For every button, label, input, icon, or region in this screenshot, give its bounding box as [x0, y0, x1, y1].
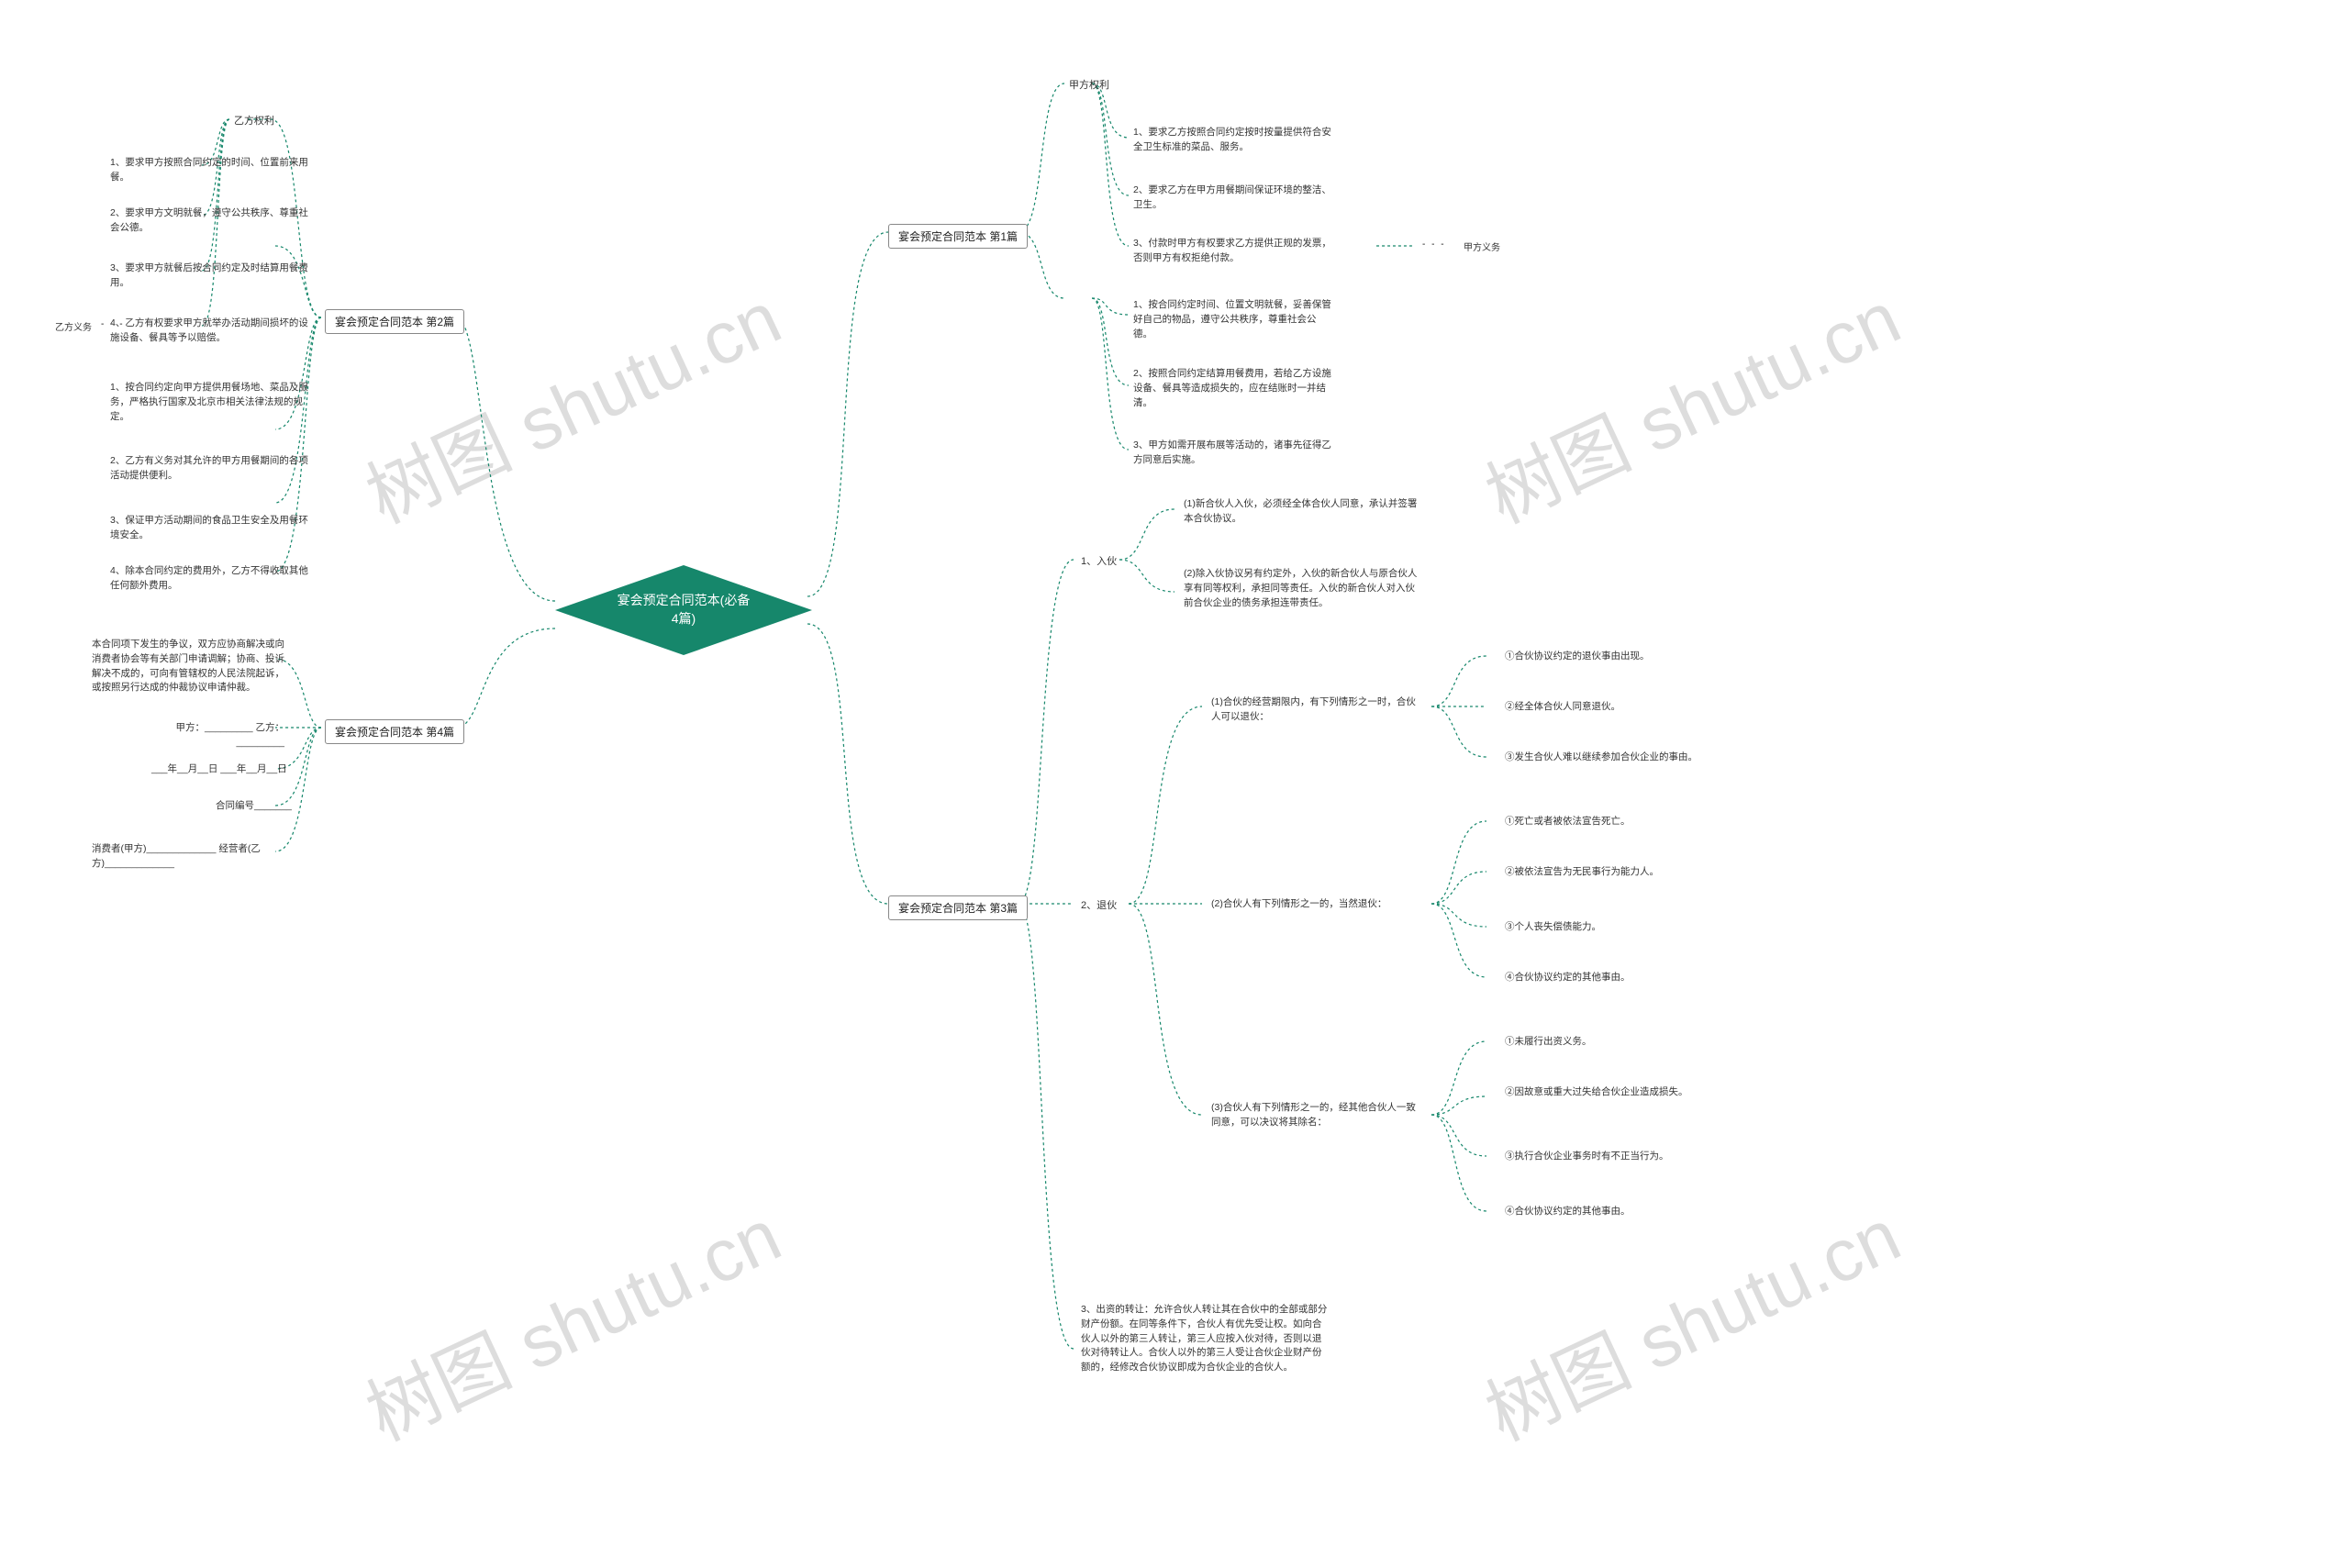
- branch-p2: 宴会预定合同范本 第2篇: [325, 309, 464, 334]
- leaf: 甲方：_________ 乙方：_________: [147, 721, 284, 751]
- leaf: 4、乙方有权要求甲方就举办活动期间损坏的设施设备、餐具等予以赔偿。: [110, 317, 312, 346]
- leaf: ②因故意或重大过失给合伙企业造成损失。: [1505, 1085, 1688, 1100]
- leaf: 3、付款时甲方有权要求乙方提供正规的发票，否则甲方有权拒绝付款。: [1133, 237, 1335, 266]
- leaf: ③执行合伙企业事务时有不正当行为。: [1505, 1150, 1669, 1164]
- leaf: 消费者(甲方)_____________ 经营者(乙方)____________…: [92, 842, 294, 872]
- watermark: 树图 shutu.cn: [1466, 1177, 1914, 1462]
- dash-marker: - - -: [1422, 239, 1446, 250]
- branch-p4: 宴会预定合同范本 第4篇: [325, 719, 464, 744]
- leaf: ③发生合伙人难以继续参加合伙企业的事由。: [1505, 751, 1698, 765]
- center-title: 宴会预定合同范本(必备4篇): [615, 592, 752, 628]
- leaf: ①死亡或者被依法宣告死亡。: [1505, 815, 1631, 829]
- p3-s1-label: 1、入伙: [1081, 553, 1117, 568]
- leaf: 合同编号_______: [216, 799, 292, 814]
- leaf: 2、按照合同约定结算用餐费用，若给乙方设施设备、餐具等造成损失的，应在结账时一并…: [1133, 367, 1335, 410]
- watermark: 树图 shutu.cn: [347, 260, 795, 544]
- leaf: ④合伙协议约定的其他事由。: [1505, 1205, 1631, 1219]
- leaf: (1)新合伙人入伙，必须经全体合伙人同意，承认并签署本合伙协议。: [1184, 497, 1422, 527]
- p3-s2c-label: (3)合伙人有下列情形之一的，经其他合伙人一致同意，可以决议将其除名：: [1211, 1101, 1422, 1130]
- leaf: ①未履行出资义务。: [1505, 1035, 1592, 1050]
- leaf: 2、要求甲方文明就餐，遵守公共秩序、尊重社会公德。: [110, 206, 312, 236]
- leaf: ①合伙协议约定的退伙事由出现。: [1505, 650, 1650, 664]
- leaf: ②被依法宣告为无民事行为能力人。: [1505, 865, 1659, 880]
- p1-groupB-label: 甲方义务: [1464, 239, 1500, 253]
- leaf: 1、按合同约定向甲方提供用餐场地、菜品及服务，严格执行国家及北京市相关法律法规的…: [110, 381, 312, 424]
- leaf: 2、要求乙方在甲方用餐期间保证环境的整洁、卫生。: [1133, 183, 1335, 213]
- p1-groupA-label: 甲方权利: [1069, 77, 1109, 92]
- p3-s2a-label: (1)合伙的经营期限内，有下列情形之一时，合伙人可以退伙：: [1211, 695, 1422, 725]
- leaf: 1、按合同约定时间、位置文明就餐，妥善保管好自己的物品，遵守公共秩序，尊重社会公…: [1133, 298, 1335, 341]
- branch-p1: 宴会预定合同范本 第1篇: [888, 224, 1028, 249]
- leaf: 3、甲方如需开展布展等活动的，诸事先征得乙方同意后实施。: [1133, 439, 1335, 468]
- leaf: 1、要求乙方按照合同约定按时按量提供符合安全卫生标准的菜品、服务。: [1133, 126, 1335, 155]
- leaf: ___年__月__日 ___年__月__日: [151, 762, 287, 777]
- leaf: (2)除入伙协议另有约定外，入伙的新合伙人与原合伙人享有同等权利，承担同等责任。…: [1184, 567, 1422, 610]
- p3-s2b-label: (2)合伙人有下列情形之一的，当然退伙：: [1211, 897, 1386, 912]
- p2-groupA-label: 乙方权利: [234, 113, 274, 128]
- watermark: 树图 shutu.cn: [347, 1177, 795, 1462]
- p3-s2-label: 2、退伙: [1081, 897, 1117, 912]
- watermark: 树图 shutu.cn: [1466, 260, 1914, 544]
- leaf: 2、乙方有义务对其允许的甲方用餐期间的各项活动提供便利。: [110, 454, 312, 484]
- leaf: ④合伙协议约定的其他事由。: [1505, 971, 1631, 985]
- leaf: 3、要求甲方就餐后按合同约定及时结算用餐费用。: [110, 261, 312, 291]
- leaf: ③个人丧失偿债能力。: [1505, 920, 1601, 935]
- leaf: 1、要求甲方按照合同约定的时间、位置前来用餐。: [110, 156, 312, 185]
- branch-p3: 宴会预定合同范本 第3篇: [888, 895, 1028, 920]
- leaf: 本合同项下发生的争议，双方应协商解决或向消费者协会等有关部门申请调解；协商、投诉…: [92, 638, 294, 695]
- leaf: ②经全体合伙人同意退伙。: [1505, 700, 1620, 715]
- p2-groupB-label: 乙方义务: [55, 319, 92, 333]
- leaf: 4、除本合同约定的费用外，乙方不得收取其他任何额外费用。: [110, 564, 312, 594]
- leaf: 3、保证甲方活动期间的食品卫生安全及用餐环境安全。: [110, 514, 312, 543]
- p3-s3-text: 3、出资的转让：允许合伙人转让其在合伙中的全部或部分财产份额。在同等条件下，合伙…: [1081, 1303, 1329, 1375]
- center-node: 宴会预定合同范本(必备4篇): [555, 546, 812, 674]
